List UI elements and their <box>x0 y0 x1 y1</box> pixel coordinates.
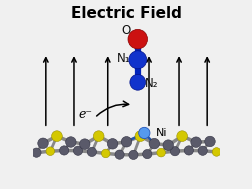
Circle shape <box>170 146 179 156</box>
Circle shape <box>46 147 54 156</box>
Circle shape <box>135 131 145 142</box>
Circle shape <box>101 149 110 158</box>
Circle shape <box>87 147 96 156</box>
Circle shape <box>65 137 76 147</box>
Text: Ni: Ni <box>155 128 166 138</box>
Circle shape <box>197 146 206 155</box>
Circle shape <box>162 140 173 150</box>
Circle shape <box>51 131 62 142</box>
Circle shape <box>38 138 48 149</box>
Circle shape <box>73 146 82 155</box>
Circle shape <box>142 149 151 159</box>
Circle shape <box>156 148 165 157</box>
Text: N₂: N₂ <box>144 77 158 90</box>
Circle shape <box>79 139 90 149</box>
Circle shape <box>128 29 147 49</box>
Circle shape <box>32 148 41 157</box>
Circle shape <box>204 136 214 147</box>
Circle shape <box>190 137 201 147</box>
Circle shape <box>183 146 193 155</box>
Circle shape <box>114 150 124 159</box>
Circle shape <box>148 138 159 149</box>
Circle shape <box>128 51 146 69</box>
Text: O: O <box>120 24 130 37</box>
Circle shape <box>59 146 69 155</box>
Text: Electric Field: Electric Field <box>71 6 181 21</box>
Circle shape <box>129 74 145 90</box>
Circle shape <box>128 150 138 160</box>
Circle shape <box>138 127 149 139</box>
Circle shape <box>93 131 104 142</box>
Text: N₁: N₁ <box>116 52 130 65</box>
Circle shape <box>176 131 187 142</box>
Circle shape <box>121 136 131 147</box>
Circle shape <box>107 139 117 149</box>
Text: e⁻: e⁻ <box>78 108 92 121</box>
Circle shape <box>211 148 220 156</box>
